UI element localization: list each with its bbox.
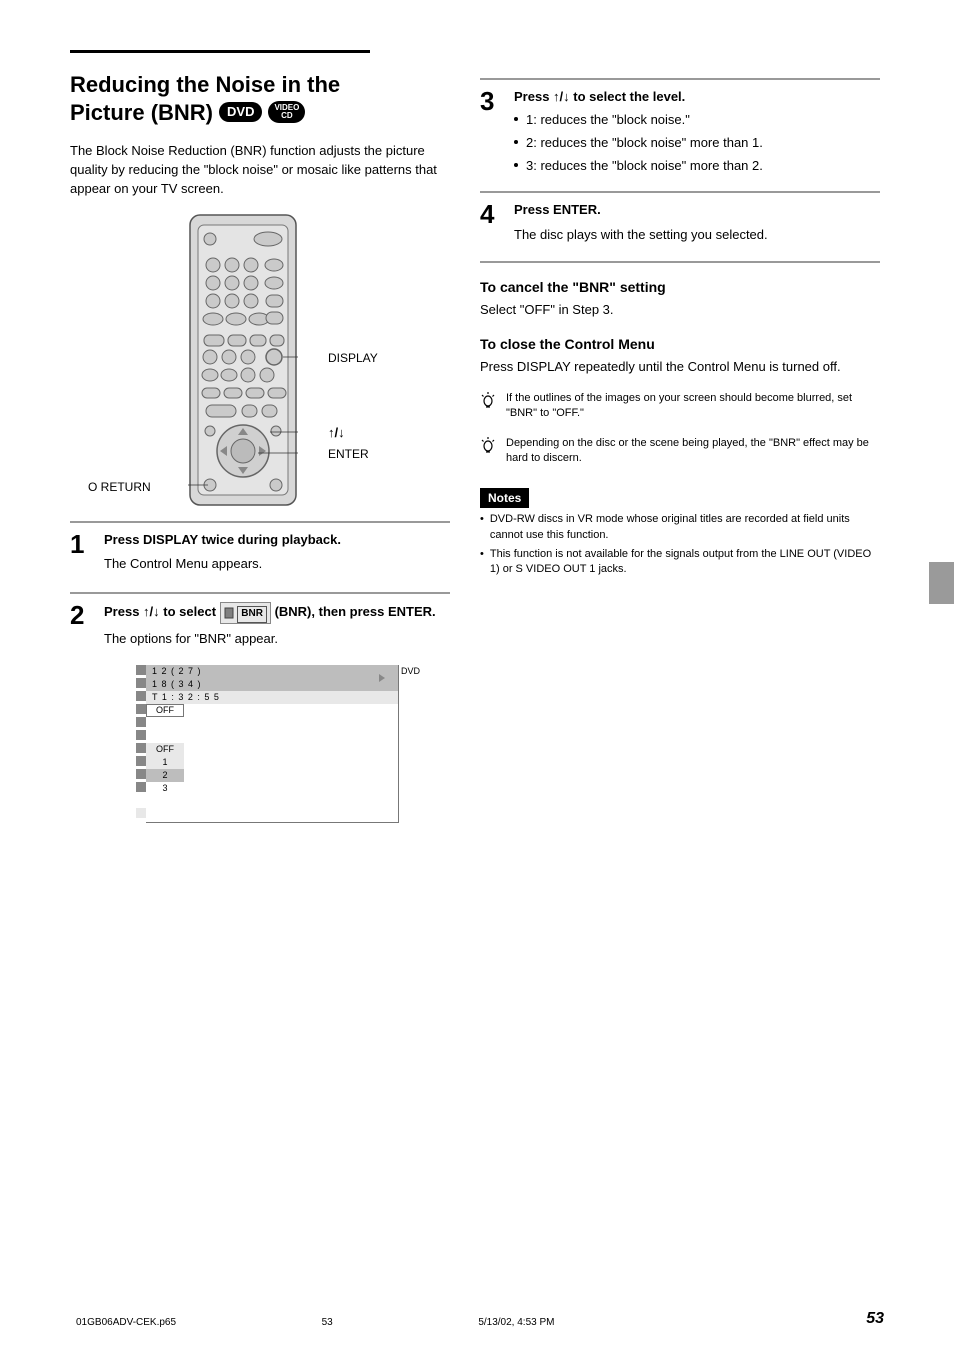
title-line2: Picture (BNR) bbox=[70, 99, 213, 127]
divider bbox=[480, 78, 880, 80]
remote-svg bbox=[188, 213, 298, 508]
divider bbox=[480, 261, 880, 263]
step3-bullet-3: 3: reduces the "block noise" more than 2… bbox=[514, 157, 880, 176]
divider bbox=[70, 521, 450, 523]
tip-1: If the outlines of the images on your sc… bbox=[480, 391, 880, 422]
note-1: •DVD-RW discs in VR mode whose original … bbox=[480, 512, 880, 543]
step-number: 3 bbox=[480, 88, 502, 175]
step-number: 1 bbox=[70, 531, 92, 575]
remote-label-return: O RETURN bbox=[88, 480, 151, 494]
step-2: 2 Press ↑/↓ to select BNR (BNR), then pr… bbox=[70, 602, 450, 854]
note-2: •This function is not available for the … bbox=[480, 547, 880, 578]
step2-body: The options for "BNR" appear. bbox=[104, 630, 450, 649]
step4-body: The disc plays with the setting you sele… bbox=[514, 226, 880, 245]
tip-icon bbox=[480, 391, 496, 422]
tip-icon bbox=[480, 436, 496, 467]
intro-text: The Block Noise Reduction (BNR) function… bbox=[70, 142, 450, 199]
cancel-body: Select "OFF" in Step 3. bbox=[480, 301, 880, 320]
remote-label-updown: ↑/↓ bbox=[328, 425, 345, 440]
dvd-badge: DVD bbox=[219, 102, 262, 122]
bnr-icon: BNR bbox=[220, 602, 271, 624]
notes-label: Notes bbox=[480, 488, 529, 508]
remote-illustration: DISPLAY ↑/↓ ENTER O RETURN bbox=[70, 213, 450, 513]
side-tab bbox=[929, 562, 954, 604]
tip1-text: If the outlines of the images on your sc… bbox=[506, 391, 880, 422]
close-head: To close the Control Menu bbox=[480, 336, 880, 352]
cancel-head: To cancel the "BNR" setting bbox=[480, 279, 880, 295]
divider bbox=[70, 592, 450, 594]
osd-screenshot: 1 2 ( 2 7 ) DVD 1 8 ( 3 4 ) T 1 : 3 2 : … bbox=[136, 665, 426, 855]
remote-label-enter: ENTER bbox=[328, 447, 369, 461]
step1-bold: Press DISPLAY twice during playback. bbox=[104, 531, 450, 550]
title-line1: Reducing the Noise in the bbox=[70, 71, 450, 99]
step-number: 2 bbox=[70, 602, 92, 854]
step1-body: The Control Menu appears. bbox=[104, 555, 450, 574]
step-4: 4 Press ENTER. The disc plays with the s… bbox=[480, 201, 880, 245]
footer-filename: 01GB06ADV-CEK.p65 bbox=[76, 1317, 176, 1328]
footer-date: 5/13/02, 4:53 PM bbox=[478, 1317, 554, 1328]
tip2-text: Depending on the disc or the scene being… bbox=[506, 436, 880, 467]
step3-bullet-1: 1: reduces the "block noise." bbox=[514, 111, 880, 130]
tip-2: Depending on the disc or the scene being… bbox=[480, 436, 880, 467]
close-body: Press DISPLAY repeatedly until the Contr… bbox=[480, 358, 880, 377]
remote-label-display: DISPLAY bbox=[328, 351, 378, 365]
video-cd-badge: VIDEOCD bbox=[268, 101, 305, 123]
step-number: 4 bbox=[480, 201, 502, 245]
section-title: Reducing the Noise in the Picture (BNR) … bbox=[70, 71, 450, 126]
step3-bold: Press ↑/↓ to select the level. bbox=[514, 88, 880, 107]
section-divider-bar bbox=[70, 50, 370, 53]
step-3: 3 Press ↑/↓ to select the level. 1: redu… bbox=[480, 88, 880, 175]
step2-bold: Press ↑/↓ to select BNR (BNR), then pres… bbox=[104, 602, 450, 624]
footer-page: 53 bbox=[322, 1317, 333, 1328]
divider bbox=[480, 191, 880, 193]
step4-bold: Press ENTER. bbox=[514, 201, 880, 220]
step3-bullet-2: 2: reduces the "block noise" more than 1… bbox=[514, 134, 880, 153]
step-1: 1 Press DISPLAY twice during playback. T… bbox=[70, 531, 450, 575]
page-number: 53 bbox=[866, 1310, 884, 1328]
